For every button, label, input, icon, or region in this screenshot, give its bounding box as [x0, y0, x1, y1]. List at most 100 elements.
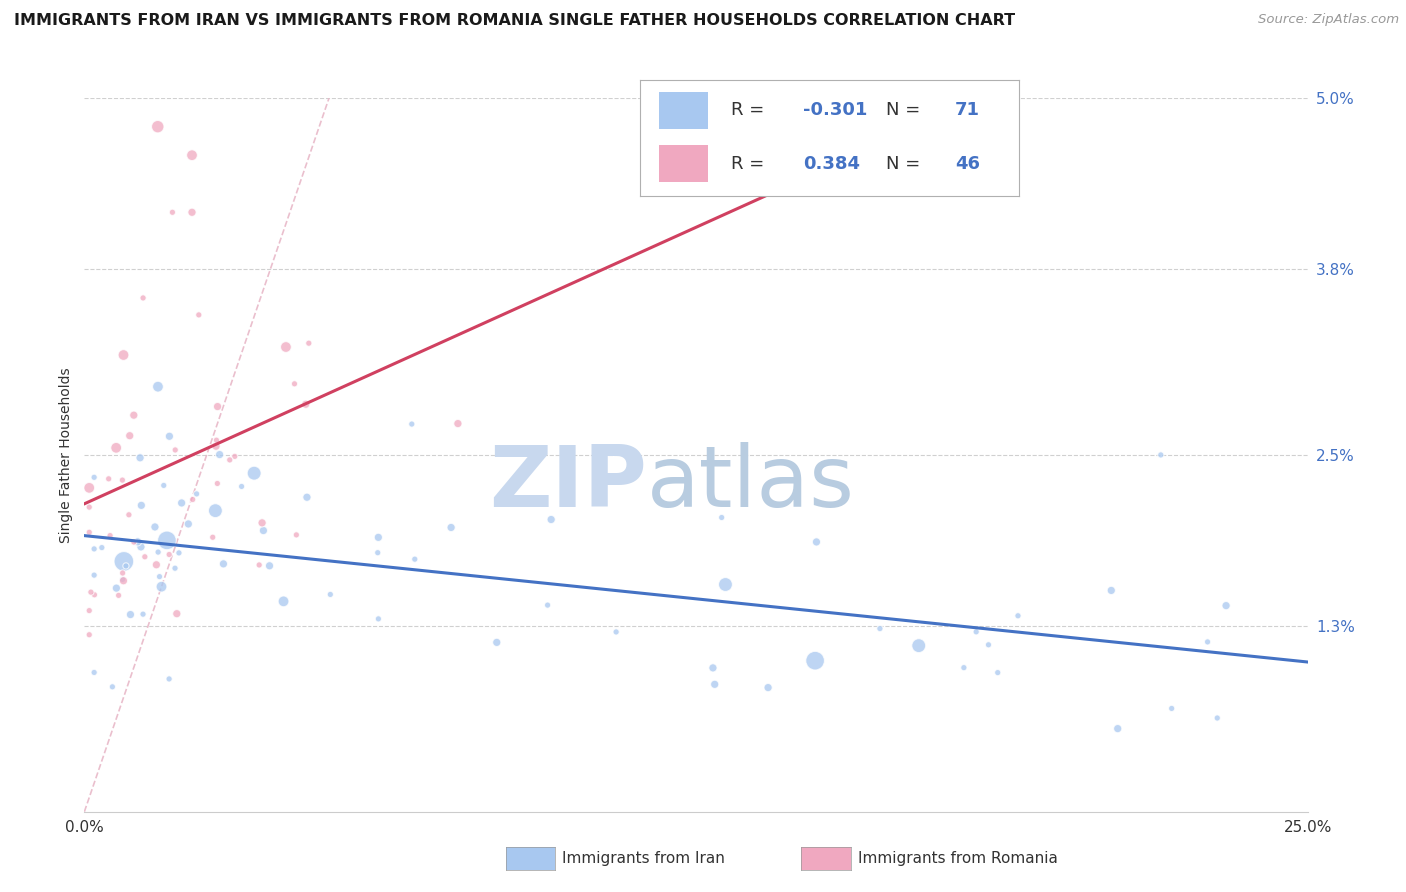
Point [536, 598, 558, 612]
Point [367, 546, 389, 560]
Point [145, 558, 167, 572]
Point [112, 574, 135, 588]
Point [205, 433, 228, 447]
Point [132, 291, 155, 305]
Point [702, 661, 724, 675]
Point [167, 546, 190, 560]
Point [77, 604, 100, 618]
Point [1150, 448, 1173, 462]
Point [252, 524, 274, 538]
Text: R =: R = [731, 102, 763, 120]
Text: Source: ZipAtlas.com: Source: ZipAtlas.com [1258, 13, 1399, 27]
FancyBboxPatch shape [658, 92, 709, 129]
Point [259, 558, 281, 573]
Point [869, 622, 891, 636]
Point [170, 496, 193, 510]
Text: -0.301: -0.301 [803, 102, 868, 120]
Point [447, 417, 470, 431]
Point [1160, 701, 1182, 715]
Point [83, 588, 105, 602]
Point [127, 534, 149, 549]
Point [295, 490, 318, 504]
Point [120, 607, 142, 622]
Text: 0.384: 0.384 [803, 155, 860, 173]
Point [205, 439, 228, 453]
Point [157, 672, 180, 686]
Point [146, 120, 169, 134]
Point [165, 442, 187, 457]
Point [703, 677, 725, 691]
Point [319, 587, 342, 601]
Point [157, 429, 180, 443]
Point [977, 638, 1000, 652]
Point [83, 470, 105, 484]
Point [187, 308, 209, 322]
Point [207, 476, 229, 491]
Point [77, 500, 100, 515]
Point [404, 552, 426, 566]
Point [80, 585, 103, 599]
Point [118, 508, 141, 522]
Point [181, 205, 204, 219]
Point [953, 660, 976, 674]
Point [118, 428, 141, 442]
Point [146, 379, 169, 393]
Point [294, 397, 316, 411]
Point [152, 478, 174, 492]
Point [90, 541, 112, 555]
Text: ZIP: ZIP [489, 442, 647, 525]
Point [965, 624, 987, 639]
Text: IMMIGRANTS FROM IRAN VS IMMIGRANTS FROM ROMANIA SINGLE FATHER HOUSEHOLDS CORRELA: IMMIGRANTS FROM IRAN VS IMMIGRANTS FROM … [14, 13, 1015, 29]
Text: N =: N = [887, 102, 921, 120]
Point [714, 577, 737, 591]
Point [83, 541, 105, 556]
Point [122, 408, 145, 422]
Point [201, 530, 224, 544]
Point [1107, 722, 1129, 736]
Point [243, 466, 266, 480]
Point [285, 528, 308, 542]
Point [1007, 608, 1029, 623]
Text: Immigrants from Romania: Immigrants from Romania [858, 851, 1057, 866]
Point [231, 479, 253, 493]
Point [97, 472, 120, 486]
Point [1215, 599, 1237, 613]
Point [77, 481, 100, 495]
Point [806, 535, 828, 549]
Point [181, 492, 204, 507]
Point [166, 607, 188, 621]
Point [218, 453, 240, 467]
Text: 71: 71 [955, 102, 980, 120]
Point [105, 441, 128, 455]
Point [440, 520, 463, 534]
Point [367, 612, 389, 626]
Point [131, 499, 153, 513]
Point [111, 473, 134, 487]
Point [756, 681, 779, 695]
Point [367, 530, 389, 544]
Point [150, 580, 173, 594]
Point [1099, 583, 1122, 598]
Point [77, 628, 100, 642]
Point [129, 450, 152, 465]
Point [98, 528, 121, 542]
Point [274, 340, 297, 354]
Point [298, 336, 321, 351]
Point [250, 516, 273, 530]
Point [107, 588, 129, 602]
Point [485, 635, 508, 649]
Point [77, 525, 100, 540]
Point [157, 548, 180, 562]
Text: R =: R = [731, 155, 763, 173]
Point [224, 450, 246, 464]
Point [710, 510, 733, 524]
Point [283, 376, 305, 391]
Text: 46: 46 [955, 155, 980, 173]
Point [112, 348, 135, 362]
Point [115, 558, 138, 573]
Point [163, 561, 186, 575]
Point [111, 573, 134, 587]
Point [122, 535, 145, 549]
Point [907, 639, 929, 653]
Point [1206, 711, 1229, 725]
